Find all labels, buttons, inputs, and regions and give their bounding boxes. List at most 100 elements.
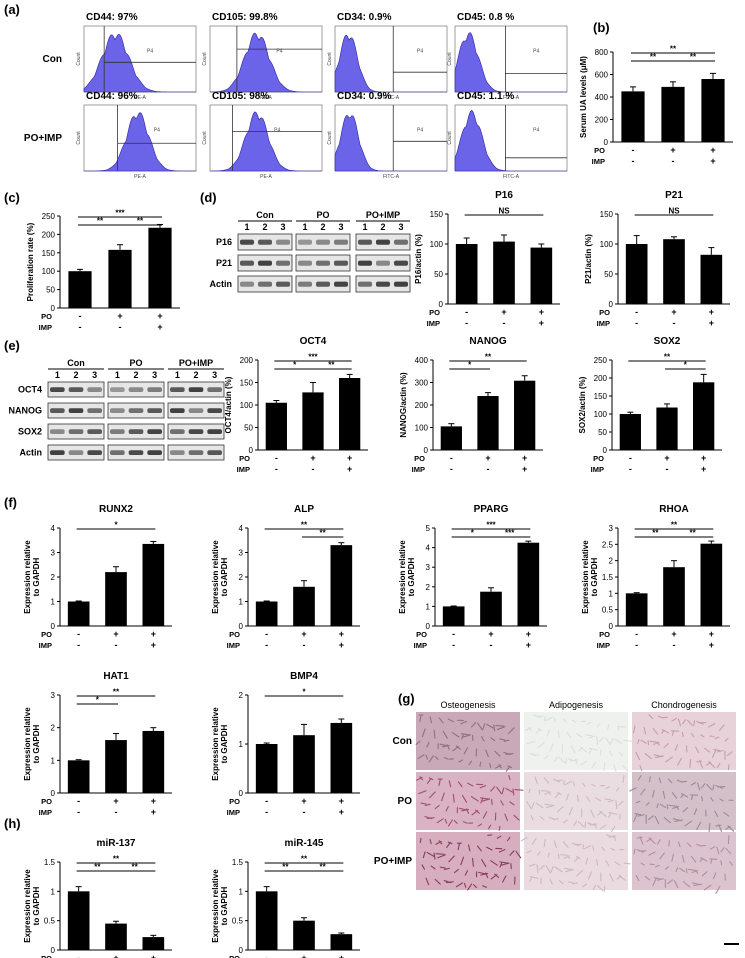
y-axis-label: Expression relative (23, 707, 32, 781)
cell-mark (563, 855, 570, 859)
po-sign: + (113, 796, 118, 806)
bar (105, 740, 127, 793)
cell-mark (677, 757, 683, 766)
imp-sign: - (465, 318, 468, 328)
cell-mark (562, 841, 569, 848)
cell-mark (687, 868, 696, 871)
cell-mark (596, 858, 599, 867)
cell-mark (588, 748, 593, 754)
cell-mark (676, 779, 683, 783)
gate-label: P4 (147, 48, 153, 54)
y-tick-label: 200 (595, 116, 609, 125)
blot-band (298, 239, 312, 245)
cell-mark (591, 761, 597, 769)
cell-mark (575, 870, 584, 877)
blot-lane-number: 2 (262, 222, 267, 232)
y-tick-label: 2 (609, 557, 614, 566)
cell-mark (684, 820, 693, 827)
blot-band (188, 408, 204, 414)
po-row-label: PO (41, 954, 52, 958)
gate-label: P4 (533, 127, 539, 133)
y-tick-label: 3 (609, 524, 614, 533)
po-sign: + (310, 453, 315, 463)
cell-mark (435, 853, 445, 855)
cell-mark (458, 807, 467, 811)
cell-mark (424, 803, 431, 806)
bar (293, 586, 315, 626)
po-sign: - (265, 629, 268, 639)
cell-mark (567, 881, 574, 884)
cell-mark (659, 803, 666, 808)
imp-row-label: IMP (227, 641, 240, 650)
bar (302, 392, 324, 450)
blot-row-label: Actin (210, 279, 233, 289)
cell-mark (526, 850, 532, 854)
flow-marker-title: CD105: 98% (212, 91, 269, 102)
cell-mark (668, 840, 670, 847)
blot-lane-number: 3 (152, 370, 157, 380)
cell-mark (715, 885, 721, 894)
cell-mark (437, 854, 446, 859)
cell-mark (682, 719, 687, 725)
y-tick-label: 0 (424, 446, 429, 455)
cell-mark (637, 738, 640, 744)
cell-mark (448, 780, 452, 788)
y-axis-label: Expression relative (398, 540, 407, 614)
cell-mark (723, 811, 730, 817)
cell-mark (485, 749, 489, 758)
imp-sign: + (151, 640, 156, 650)
flow-histogram: CD34: 0.9% P4 FITC-A Count (327, 91, 448, 180)
imp-sign: - (487, 464, 490, 474)
cell-mark (557, 853, 560, 859)
cell-mark (573, 820, 578, 826)
cell-mark (616, 875, 622, 880)
y-axis-label: to GAPDH (220, 557, 229, 596)
blot-band (147, 408, 162, 414)
cell-mark (708, 822, 711, 833)
cell-mark (614, 738, 623, 744)
po-sign: - (265, 796, 268, 806)
bar (105, 572, 127, 626)
y-tick-label: 0 (239, 946, 244, 955)
bar (661, 86, 685, 142)
blot-band (110, 450, 125, 456)
cell-mark (677, 841, 681, 848)
flow-x-axis-label: PE-A (260, 95, 272, 101)
blot-band (87, 450, 102, 456)
cell-mark (556, 806, 564, 813)
cell-mark (691, 794, 694, 800)
blot-band (240, 239, 254, 245)
po-sign: + (339, 629, 344, 639)
cell-mark (480, 873, 489, 876)
blot-band (50, 450, 65, 456)
cell-mark (585, 734, 593, 737)
po-sign: + (113, 953, 118, 958)
flow-y-axis-label: Count (202, 131, 208, 145)
y-tick-label: 100 (600, 240, 614, 249)
cell-mark (441, 744, 450, 748)
cell-mark (547, 790, 552, 796)
gate-label: P4 (154, 127, 160, 133)
blot-band (358, 281, 372, 287)
cell-mark (549, 743, 554, 752)
y-tick-label: 2 (426, 583, 431, 592)
blot-band (50, 387, 65, 393)
cell-mark (447, 718, 455, 723)
po-sign: + (488, 629, 493, 639)
cell-mark (480, 797, 490, 800)
y-tick-label: 1 (239, 887, 244, 896)
flow-y-axis-label: Count (76, 131, 82, 145)
flow-histogram: CD45: 0.8 % P4 FITC-A Count (447, 12, 568, 101)
cell-mark (495, 724, 505, 727)
cell-mark (598, 736, 605, 742)
significance-label: ** (485, 353, 492, 362)
cell-mark (482, 811, 488, 819)
cell-mark (661, 729, 670, 734)
cell-mark (648, 851, 656, 856)
po-sign: + (151, 796, 156, 806)
blot-lane-number: 1 (302, 222, 307, 232)
blot-group-label: PO (316, 210, 329, 220)
cell-mark (588, 735, 596, 739)
y-axis-label: Expression relative (211, 869, 220, 943)
y-tick-label: 4 (51, 524, 56, 533)
